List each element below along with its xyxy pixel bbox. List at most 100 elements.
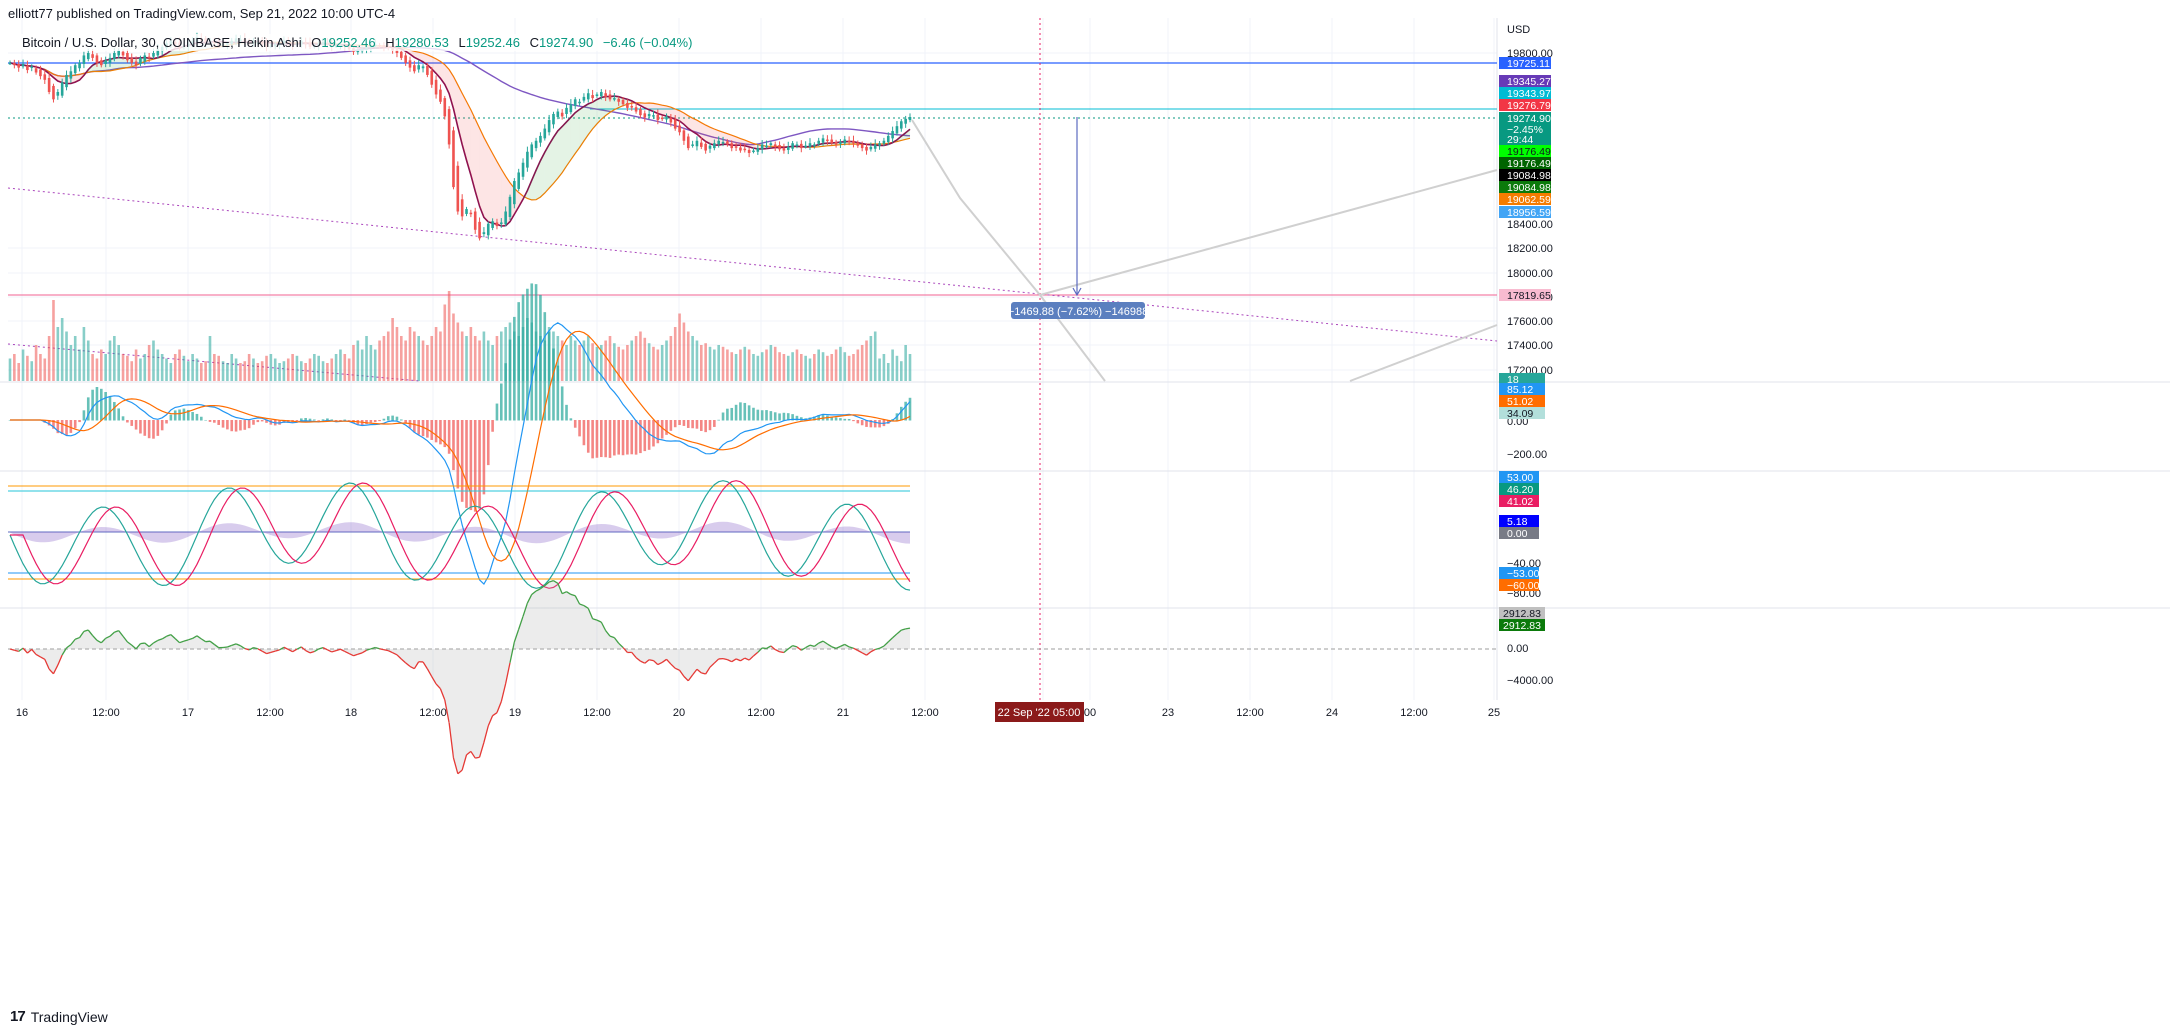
candle-body — [439, 89, 442, 102]
macd-histogram-bar — [182, 408, 186, 421]
candle-body — [860, 144, 864, 149]
volume-bar — [26, 355, 29, 381]
macd-histogram-bar — [621, 420, 625, 456]
candle-body — [830, 139, 834, 144]
osc-line-segment — [531, 590, 537, 595]
candle-body — [95, 55, 99, 63]
osc-area-segment — [140, 643, 145, 649]
osc-area-segment — [53, 649, 58, 674]
volume-bar — [873, 331, 877, 381]
macd-histogram-bar — [521, 294, 525, 421]
macd-histogram-bar — [852, 420, 855, 422]
ma-cloud-segment — [553, 130, 558, 184]
stoch-label: 41.02 — [1507, 496, 1533, 508]
macd-histogram-bar — [447, 420, 451, 454]
candle-body — [500, 222, 503, 224]
ma-cloud-segment — [431, 56, 437, 74]
tradingview-logo[interactable]: 17 TradingView — [10, 1008, 108, 1025]
crosshair-time-bg — [995, 702, 1084, 722]
macd-label: 18 — [1507, 374, 1519, 386]
volume-bar — [565, 345, 568, 381]
osc-area-segment — [105, 636, 110, 649]
macd-histogram-bar — [760, 410, 764, 421]
macd-histogram-bar — [47, 420, 51, 426]
osc-line-segment — [44, 659, 50, 670]
ma-cloud-segment — [696, 120, 702, 139]
macd-histogram-bar — [473, 420, 477, 512]
price-label-bg — [1499, 157, 1551, 169]
tradingview-mark-icon: 17 — [10, 1008, 26, 1025]
ma-cloud-segment — [649, 103, 654, 112]
osc-area-segment — [466, 649, 471, 755]
ma-cloud-segment — [523, 190, 528, 200]
symbol-legend[interactable]: Bitcoin / U.S. Dollar, 30, COINBASE, Hei… — [18, 34, 697, 51]
candle-body — [573, 99, 577, 107]
ma-cloud-segment — [744, 140, 750, 147]
macd-histogram-bar — [295, 420, 299, 422]
macd-histogram-bar — [239, 420, 242, 431]
currency-label: USD — [1507, 24, 1530, 36]
osc-line-segment — [492, 712, 498, 717]
volume-bar — [186, 361, 190, 381]
time-tick-label: 12:00 — [1236, 707, 1264, 719]
stoch-label: 46.20 — [1507, 484, 1533, 496]
osc-line-segment — [109, 631, 115, 637]
osc-line-segment — [870, 648, 876, 653]
macd-histogram-bar — [186, 409, 190, 421]
ma-cloud-segment — [40, 68, 45, 71]
volume-bar — [152, 340, 155, 381]
osc-line-segment — [535, 588, 541, 592]
candle-body — [826, 139, 829, 142]
volume-bar — [13, 354, 16, 381]
osc-line-segment — [574, 595, 581, 605]
open-value: 19252.46 — [321, 35, 376, 50]
volume-bar — [413, 331, 416, 381]
macd-histogram-bar — [195, 413, 199, 421]
osc-line-segment — [731, 658, 737, 663]
price-label-bg — [1499, 112, 1551, 124]
volume-bar — [47, 336, 51, 381]
macd-histogram-bar — [647, 420, 651, 450]
macd-histogram-bar — [478, 420, 481, 509]
osc-area-segment — [457, 649, 463, 774]
volume-bar — [634, 336, 638, 381]
macd-histogram-bar — [617, 420, 620, 455]
osc-area-segment — [192, 635, 197, 649]
low-label: L — [458, 35, 466, 50]
macd-histogram-bar — [873, 420, 877, 428]
candle-body — [113, 53, 116, 60]
volume-bar — [343, 354, 347, 381]
candle-body — [56, 92, 60, 96]
osc-line-segment — [353, 653, 359, 657]
ma-cloud-segment — [636, 102, 641, 106]
macd-histogram-bar — [439, 420, 442, 445]
macd-histogram-bar — [856, 420, 860, 424]
osc-area-segment — [570, 594, 576, 649]
osc-area-segment — [479, 649, 484, 758]
ma-cloud-segment — [423, 53, 428, 65]
volume-bar — [117, 345, 120, 381]
macd-label: 34.09 — [1507, 408, 1533, 420]
candle-body — [39, 69, 42, 77]
osc-line-segment — [696, 668, 702, 674]
macd-histogram-bar — [56, 420, 60, 434]
osc-line-segment — [435, 683, 441, 690]
macd-histogram-bar — [843, 418, 847, 421]
candles — [8, 32, 912, 241]
ma-cloud-segment — [827, 143, 832, 146]
ma-cloud-segment — [162, 53, 167, 58]
osc-line-segment — [905, 627, 911, 630]
candle-body — [434, 79, 438, 95]
volume-bar — [839, 346, 842, 381]
macd-histogram-bar — [704, 420, 707, 433]
ma-cloud-segment — [644, 103, 650, 110]
volume-bar — [430, 336, 434, 381]
volume-bar — [604, 340, 607, 381]
osc-line-segment — [348, 652, 354, 657]
volume-bar — [269, 354, 273, 381]
osc-line-segment — [883, 641, 889, 647]
ma-cloud-segment — [901, 132, 906, 141]
macd-histogram-bar — [126, 420, 129, 423]
osc-line-segment — [31, 648, 37, 655]
